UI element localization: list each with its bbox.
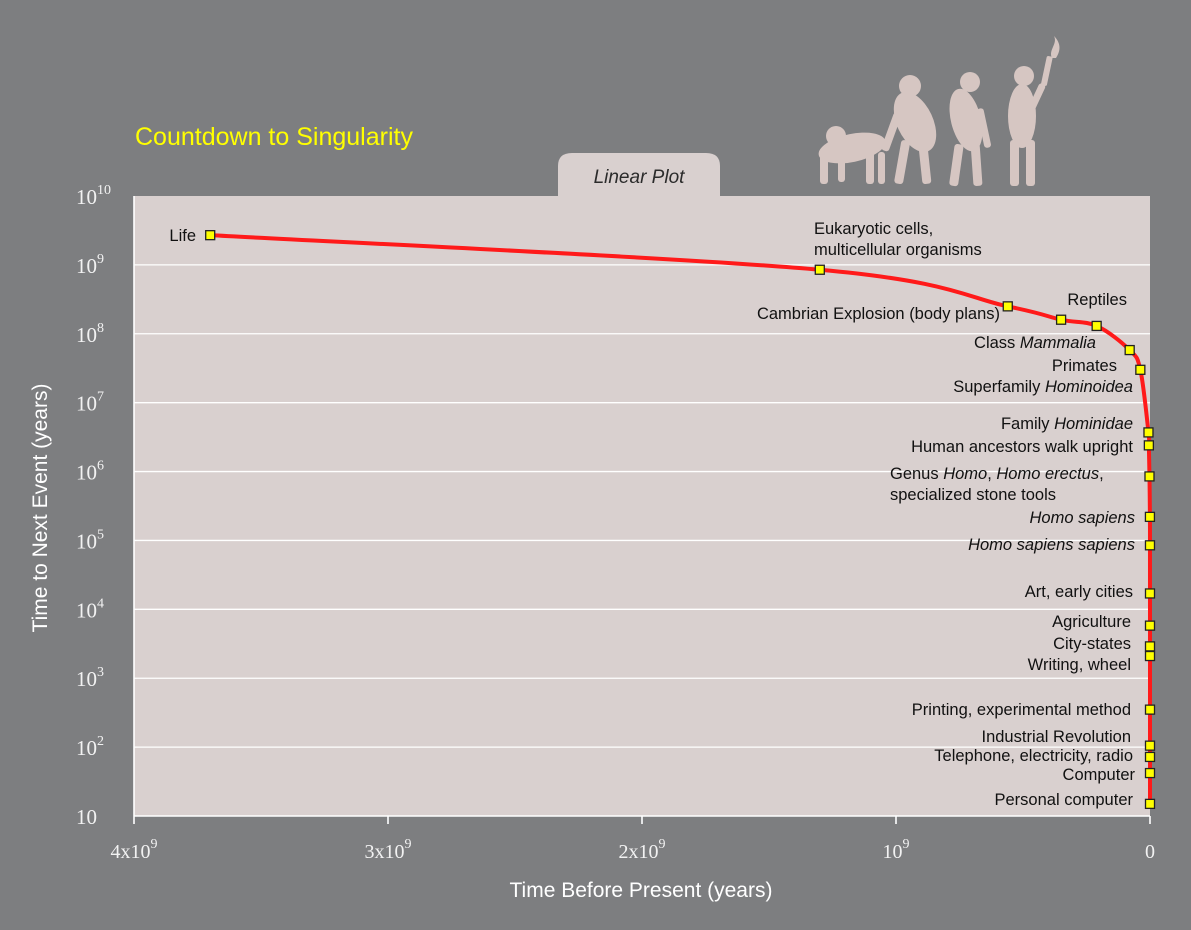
y-axis-label: Time to Next Event (years) [29,384,52,633]
data-point [1144,704,1156,715]
event-label: Writing, wheel [1028,656,1131,674]
y-tick-label: 106 [76,459,104,485]
y-tick-label: 104 [76,596,104,622]
x-tick-label: 3x109 [365,837,412,863]
data-point [1144,740,1156,751]
x-tick-label: 4x109 [111,837,158,863]
event-label: Human ancestors walk upright [911,438,1133,456]
event-label: Superfamily Hominoidea [953,378,1133,396]
event-label: Agriculture [1052,613,1131,631]
data-point [205,230,216,241]
data-point [1144,751,1156,763]
event-label: Class Mammalia [974,334,1096,352]
y-tick-label: 108 [76,321,104,347]
data-point [1144,471,1155,482]
event-label: Printing, experimental method [912,701,1131,719]
event-label: Primates [1052,357,1117,375]
event-label: Reptiles [1067,291,1127,309]
data-point [1091,320,1102,332]
event-label: Genus Homo, Homo erectus, specialized sto… [890,465,1104,504]
series-events [205,230,1156,810]
evolution-of-man-icon [818,36,1060,187]
event-label: Industrial Revolution [982,728,1132,746]
y-tick-label: 102 [76,734,104,760]
data-point [1144,588,1156,599]
y-tick-label: 109 [76,252,104,278]
data-point [814,264,825,275]
event-label: Life [169,227,196,245]
chart-title: Countdown to Singularity [135,123,413,151]
axes [133,196,1151,824]
event-label: Personal computer [995,791,1134,809]
event-labels: Life Eukaryotic cells, multicellular organ… [169,220,1135,809]
data-point [1135,364,1146,375]
event-label: Computer [1063,766,1136,784]
x-tick-labels: 4x109 3x109 2x109 109 0 [111,837,1156,863]
y-tick-label: 107 [76,390,104,416]
event-label: Telephone, electricity, radio [934,747,1133,765]
data-point [1002,301,1013,312]
event-label: Art, early cities [1025,583,1133,601]
data-point [1144,540,1156,551]
data-point [1144,641,1156,652]
data-point [1144,511,1156,523]
event-label: Homo sapiens [1030,509,1135,527]
data-point [1124,344,1135,356]
x-tick-label: 2x109 [619,837,666,863]
event-label: Homo sapiens sapiens [968,536,1135,554]
data-point [1144,798,1156,810]
y-tick-label: 1010 [76,183,111,209]
event-label: Cambrian Explosion (body plans) [757,305,1000,323]
data-point [1144,650,1156,662]
event-label: Family Hominidae [1001,415,1133,433]
x-tick-label: 109 [883,837,910,863]
event-label: City-states [1053,635,1131,653]
y-tick-labels: 1010 109 108 107 106 105 104 103 102 10 [76,183,111,829]
event-label: Eukaryotic cells, multicellular organisms [814,220,982,259]
data-point [1143,440,1155,451]
y-tick-label: 103 [76,665,104,691]
data-point [1055,314,1067,325]
data-point [1144,620,1156,631]
plot-area [134,196,1150,816]
tab-label: Linear Plot [594,167,686,188]
y-tick-label: 105 [76,527,104,553]
data-point [1144,767,1156,779]
x-axis-label: Time Before Present (years) [510,879,773,902]
x-tick-label: 0 [1145,841,1155,863]
data-point [1143,427,1154,438]
gridlines [134,264,1150,748]
linear-plot-tab: Linear Plot [558,153,720,196]
y-tick-label: 10 [76,805,97,829]
